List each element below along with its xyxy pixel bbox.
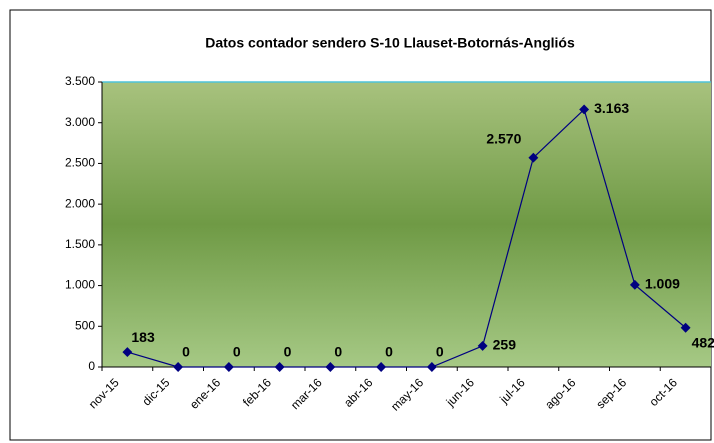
y-tick-label: 0 [88, 359, 95, 373]
y-tick-label: 1.500 [65, 237, 95, 251]
plot-area [102, 82, 711, 367]
value-label: 3.163 [594, 100, 629, 116]
value-label: 1.009 [645, 276, 680, 292]
y-tick-label: 3.000 [65, 115, 95, 129]
y-tick-label: 3.500 [65, 74, 95, 88]
value-label: 0 [284, 344, 292, 360]
value-label: 183 [131, 329, 155, 345]
series-line [127, 108, 687, 368]
marker [325, 362, 336, 372]
value-label: 0 [334, 344, 342, 360]
marker [274, 362, 285, 372]
y-tick-label: 1.000 [65, 278, 95, 292]
marker [629, 279, 640, 290]
value-label: 482 [692, 334, 714, 350]
y-tick-label: 500 [75, 318, 95, 332]
value-label: 2.570 [486, 130, 521, 146]
marker [223, 362, 234, 372]
value-label: 0 [385, 344, 393, 360]
value-label: 0 [182, 344, 190, 360]
marker [528, 152, 539, 163]
marker [477, 340, 488, 351]
marker [426, 362, 437, 372]
marker [376, 362, 387, 372]
value-label: 0 [436, 344, 444, 360]
value-label: 0 [233, 344, 241, 360]
value-label: 259 [493, 337, 517, 353]
marker [579, 104, 590, 115]
y-tick-label: 2.500 [65, 156, 95, 170]
y-tick-label: 2.000 [65, 196, 95, 210]
chart-title: Datos contador sendero S-10 Llauset-Boto… [205, 35, 575, 51]
marker [173, 362, 184, 372]
marker [680, 322, 691, 333]
